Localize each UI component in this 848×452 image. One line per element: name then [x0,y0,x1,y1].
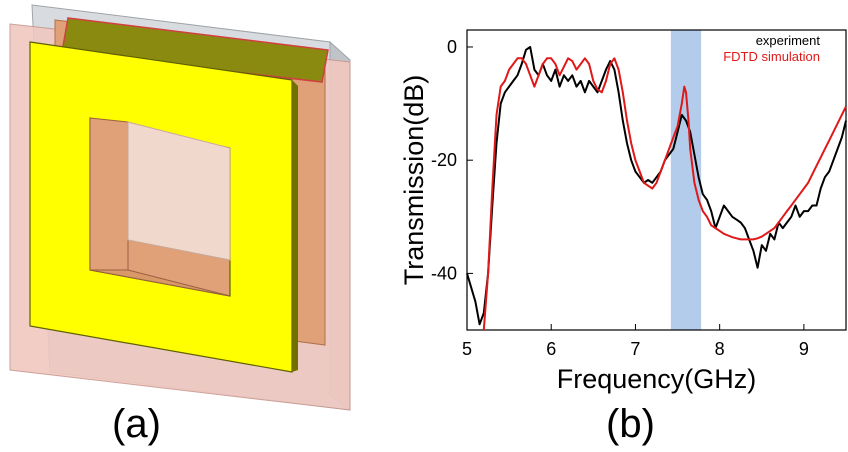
aperture-wall-left [89,117,129,271]
y-tick-label: -40 [431,263,457,283]
series-line-0 [466,46,847,326]
axis-ticks: 5 6 7 8 9 0 -20 -40 [431,37,809,359]
x-tick-label: 8 [715,339,725,359]
top-strip [61,17,329,83]
legend-entry-1: FDTD simulation [723,49,820,64]
plot-frame [466,29,847,331]
schematic-unit-cell [9,4,351,411]
series-line-1 [482,57,847,331]
y-tick-label: -20 [431,150,457,170]
panel-label-a: (a) [112,402,161,446]
aperture-window [127,121,231,261]
highlight-band [670,30,702,330]
x-tick-label: 7 [630,339,640,359]
x-tick-label: 6 [546,339,556,359]
x-tick-label: 9 [799,339,809,359]
aperture-wall-bottom [89,269,231,297]
legend-entry-0: experiment [756,33,821,48]
gold-patch-edge [292,80,298,372]
series-layer [466,46,847,331]
x-axis-label: Frequency(GHz) [557,364,757,394]
y-tick-label: 0 [447,37,457,57]
x-tick-label: 5 [462,339,472,359]
y-axis-label: Transmission(dB) [399,75,429,286]
panel-label-b: (b) [606,402,655,446]
